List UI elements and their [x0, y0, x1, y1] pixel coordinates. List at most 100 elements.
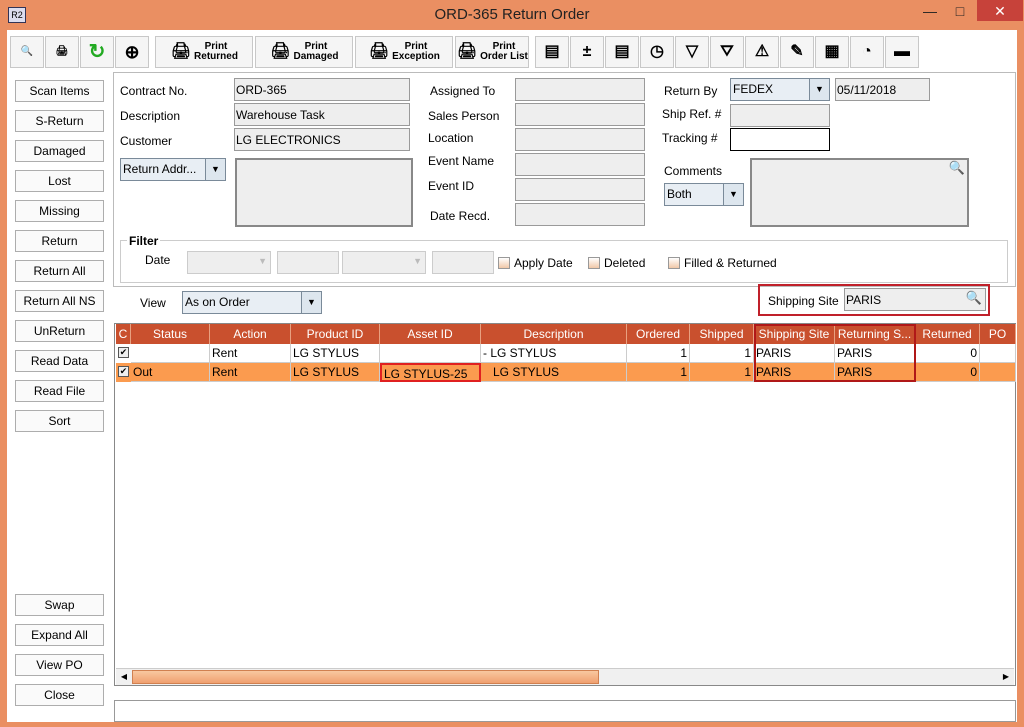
- filter-check-icon[interactable]: ⛛: [710, 36, 744, 68]
- sidebar-button-expand-all[interactable]: Expand All: [15, 624, 104, 646]
- status-bar: [114, 700, 1016, 722]
- date-from-field[interactable]: [277, 251, 339, 274]
- column-header[interactable]: Asset ID: [380, 324, 481, 344]
- title-bar: R2 ORD-365 Return Order — □ ✕: [0, 0, 1024, 30]
- scroll-left-icon[interactable]: ◀: [120, 672, 128, 681]
- sidebar-button-view-po[interactable]: View PO: [15, 654, 104, 676]
- sidebar-button-sort[interactable]: Sort: [15, 410, 104, 432]
- refresh-icon[interactable]: ↻: [80, 36, 114, 68]
- location-label: Location: [428, 131, 474, 145]
- shipping-site-field[interactable]: PARIS 🔍: [844, 288, 986, 311]
- description-field[interactable]: Warehouse Task: [234, 103, 410, 126]
- customer-field[interactable]: LG ELECTRONICS: [234, 128, 410, 151]
- maximize-button[interactable]: □: [955, 3, 965, 19]
- ship-ref-label: Ship Ref. #: [662, 107, 722, 121]
- print-returned-button[interactable]: 🖨 Print Returned: [155, 36, 253, 68]
- search-icon[interactable]: 🔍: [965, 290, 982, 305]
- comments-combo[interactable]: Both ▼: [664, 183, 744, 206]
- items-grid: [114, 323, 1016, 686]
- sidebar-button-read-data[interactable]: Read Data: [15, 350, 104, 372]
- column-header[interactable]: Shipping Site: [754, 324, 835, 344]
- column-header[interactable]: Returning S...: [835, 324, 915, 344]
- address-textarea[interactable]: [235, 158, 413, 227]
- sidebar-button-damaged[interactable]: Damaged: [15, 140, 104, 162]
- location-field[interactable]: [515, 128, 645, 151]
- printer-icon[interactable]: 🖨: [45, 36, 79, 68]
- column-header[interactable]: Description: [481, 324, 627, 344]
- minimize-button[interactable]: —: [923, 3, 937, 19]
- column-header[interactable]: PO: [980, 324, 1016, 344]
- sidebar-button-read-file[interactable]: Read File: [15, 380, 104, 402]
- apply-date-checkbox[interactable]: [498, 257, 510, 269]
- column-header[interactable]: Ordered: [627, 324, 690, 344]
- deleted-checkbox[interactable]: [588, 257, 600, 269]
- sales-person-field[interactable]: [515, 103, 645, 126]
- date-recd-field[interactable]: [515, 203, 645, 226]
- date-to-field[interactable]: [432, 251, 494, 274]
- search-icon[interactable]: 🔍: [948, 160, 965, 175]
- box-alert-icon[interactable]: ▤: [605, 36, 639, 68]
- date-operator-combo[interactable]: ▼: [187, 251, 271, 274]
- return-by-label: Return By: [664, 84, 718, 98]
- return-by-combo[interactable]: FEDEX ▼: [730, 78, 830, 101]
- add-remove-icon[interactable]: ±: [570, 36, 604, 68]
- sidebar-button-swap[interactable]: Swap: [15, 594, 104, 616]
- comments-textarea[interactable]: 🔍: [750, 158, 969, 227]
- contract-field[interactable]: ORD-365: [234, 78, 410, 101]
- clock-gauge-icon[interactable]: ◔: [850, 36, 884, 68]
- schedule-icon[interactable]: ◷: [640, 36, 674, 68]
- sidebar-button-close[interactable]: Close: [15, 684, 104, 706]
- box-list-icon[interactable]: ▤: [535, 36, 569, 68]
- chevron-down-icon: ▼: [301, 292, 321, 313]
- sidebar-button-unreturn[interactable]: UnReturn: [15, 320, 104, 342]
- table-cell: - LG STYLUS: [481, 344, 627, 363]
- filled-returned-label: Filled & Returned: [684, 256, 777, 270]
- sidebar-button-return[interactable]: Return: [15, 230, 104, 252]
- sidebar-button-scan-items[interactable]: Scan Items: [15, 80, 104, 102]
- check-icon: ✔: [118, 347, 129, 358]
- assigned-to-field[interactable]: [515, 78, 645, 101]
- print-damaged-button[interactable]: 🖨 Print Damaged: [255, 36, 353, 68]
- warning-doc-icon[interactable]: ⚠: [745, 36, 779, 68]
- event-name-field[interactable]: [515, 153, 645, 176]
- sidebar-button-return-all[interactable]: Return All: [15, 260, 104, 282]
- column-header[interactable]: Product ID: [291, 324, 380, 344]
- event-id-field[interactable]: [515, 178, 645, 201]
- notepad-edit-icon[interactable]: ✎: [780, 36, 814, 68]
- zoom-icon[interactable]: ⊕: [115, 36, 149, 68]
- filled-returned-checkbox[interactable]: [668, 257, 680, 269]
- ship-ref-field[interactable]: [730, 104, 830, 127]
- address-combo[interactable]: Return Addr... ▼: [120, 158, 226, 181]
- tracking-field[interactable]: [730, 128, 830, 151]
- column-header[interactable]: Action: [210, 324, 291, 344]
- shipping-site-label: Shipping Site: [768, 294, 839, 308]
- disabled-box-icon[interactable]: ▬: [885, 36, 919, 68]
- grid-select-icon[interactable]: ▦: [815, 36, 849, 68]
- view-combo[interactable]: As on Order ▼: [182, 291, 322, 314]
- row-checkbox[interactable]: ✔: [118, 363, 131, 382]
- column-header[interactable]: Status: [131, 324, 210, 344]
- check-icon: ✔: [118, 366, 129, 377]
- funnel-down-icon[interactable]: ▽: [675, 36, 709, 68]
- scroll-right-icon[interactable]: ▶: [1002, 672, 1010, 681]
- sidebar-button-return-all-ns[interactable]: Return All NS: [15, 290, 104, 312]
- print-order-list-button[interactable]: 🖨 Print Order List: [455, 36, 529, 68]
- table-cell: Rent: [210, 344, 291, 363]
- order-details-panel: [113, 72, 1016, 287]
- app-icon: R2: [8, 7, 26, 23]
- column-header[interactable]: Shipped: [690, 324, 754, 344]
- binoculars-icon[interactable]: 🔍: [10, 36, 44, 68]
- row-checkbox[interactable]: ✔: [118, 344, 131, 363]
- return-date-field[interactable]: 05/11/2018: [835, 78, 930, 101]
- scrollbar-thumb[interactable]: [132, 670, 599, 684]
- print-exception-button[interactable]: 🖨 Print Exception: [355, 36, 453, 68]
- sidebar-button-missing[interactable]: Missing: [15, 200, 104, 222]
- horizontal-scrollbar[interactable]: ◀ ▶: [116, 668, 1014, 685]
- close-window-button[interactable]: ✕: [977, 0, 1023, 21]
- table-cell: Out: [131, 363, 210, 382]
- date-type-combo[interactable]: ▼: [342, 251, 426, 274]
- column-header[interactable]: Returned: [915, 324, 980, 344]
- sidebar-button-s-return[interactable]: S-Return: [15, 110, 104, 132]
- sidebar-button-lost[interactable]: Lost: [15, 170, 104, 192]
- column-header[interactable]: C: [116, 324, 131, 344]
